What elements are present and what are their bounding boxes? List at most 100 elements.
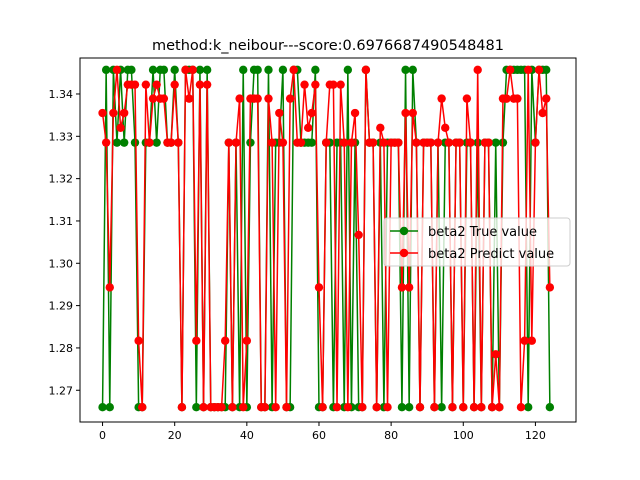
- predict-point: [98, 108, 107, 118]
- true-point: [545, 402, 555, 412]
- predict-point: [195, 80, 205, 89]
- series-predict: [98, 65, 555, 412]
- predict-point: [401, 108, 410, 118]
- predict-point: [329, 80, 338, 89]
- true-point: [119, 138, 129, 147]
- predict-point: [542, 94, 551, 103]
- predict-point: [282, 402, 291, 412]
- legend-predict-marker: [399, 248, 409, 258]
- predict-point: [505, 65, 515, 75]
- predict-point: [181, 65, 190, 75]
- predict-point: [361, 65, 371, 75]
- predict-point: [340, 138, 349, 147]
- predict-point: [404, 283, 414, 292]
- legend-box: [383, 217, 571, 267]
- chart-title: method:k_neibour---score:0.6976687490548…: [152, 38, 504, 54]
- x-axis: 0 20 40 60 80 100 120: [99, 422, 546, 442]
- legend-predict-label: beta2 Predict value: [428, 247, 554, 262]
- predict-point: [379, 138, 389, 147]
- predict-point: [116, 123, 125, 133]
- y-tick-label: 1.31: [49, 215, 74, 228]
- y-tick-label: 1.28: [49, 342, 74, 355]
- predict-point: [459, 402, 468, 412]
- true-point: [112, 138, 122, 147]
- true-point: [195, 65, 205, 75]
- y-axis: 1.27 1.28 1.29 1.30 1.31 1.32 1.33 1.34: [49, 88, 80, 397]
- true-point: [473, 138, 482, 147]
- y-tick-label: 1.34: [49, 88, 74, 101]
- true-point: [202, 65, 212, 75]
- predict-point: [285, 94, 295, 103]
- predict-point: [412, 138, 421, 147]
- true-point: [101, 65, 111, 75]
- true-point: [239, 65, 248, 75]
- true-point: [253, 65, 262, 75]
- predict-point: [487, 402, 497, 412]
- predict-point: [239, 402, 248, 412]
- predict-point: [513, 94, 522, 103]
- predict-point: [184, 94, 194, 103]
- true-point: [192, 402, 201, 412]
- y-tick-label: 1.32: [49, 173, 74, 186]
- true-point: [148, 65, 158, 75]
- true-point: [311, 65, 320, 75]
- predict-point: [430, 402, 439, 412]
- x-tick-label: 40: [240, 429, 254, 442]
- predict-point: [296, 138, 306, 147]
- predict-point: [130, 80, 140, 89]
- predict-point: [177, 402, 187, 412]
- y-tick-label: 1.30: [49, 257, 74, 270]
- predict-point: [332, 402, 342, 412]
- predict-point: [166, 138, 176, 147]
- x-tick-label: 100: [453, 429, 474, 442]
- predict-point: [300, 80, 309, 89]
- predict-point: [159, 94, 169, 103]
- x-tick-label: 0: [99, 429, 106, 442]
- predict-point: [491, 350, 500, 359]
- true-point: [307, 138, 316, 147]
- predict-point: [336, 80, 345, 89]
- plot-frame: [79, 57, 577, 423]
- predict-point: [415, 402, 425, 412]
- true-point: [159, 65, 169, 75]
- predict-point: [437, 94, 446, 103]
- predict-point: [220, 336, 230, 345]
- predict-point: [192, 336, 201, 345]
- true-point: [264, 65, 273, 75]
- predict-point: [289, 65, 298, 75]
- true-point: [397, 402, 407, 412]
- legend: beta2 True value beta2 Predict value: [383, 217, 571, 267]
- true-point: [408, 65, 417, 75]
- predict-point: [202, 80, 212, 89]
- x-tick-label: 60: [312, 429, 326, 442]
- predict-point: [484, 138, 493, 147]
- predict-point: [502, 94, 511, 103]
- predict-point: [441, 123, 450, 133]
- true-point: [404, 402, 414, 412]
- predict-point: [408, 108, 417, 118]
- true-point: [343, 65, 353, 75]
- predict-point: [455, 138, 464, 147]
- predict-point: [354, 230, 363, 240]
- plot-area: [98, 65, 555, 412]
- predict-point: [242, 336, 252, 345]
- x-tick-label: 80: [384, 429, 398, 442]
- true-point: [491, 138, 500, 147]
- predict-point: [105, 283, 114, 292]
- predict-point: [394, 138, 403, 147]
- true-point: [437, 402, 446, 412]
- predict-point: [145, 138, 154, 147]
- predict-point: [231, 138, 241, 147]
- predict-point: [343, 402, 353, 412]
- predict-point: [174, 138, 183, 147]
- predict-point: [228, 402, 237, 412]
- predict-point: [397, 283, 407, 292]
- predict-point: [278, 138, 288, 147]
- predict-point: [477, 402, 486, 412]
- predict-point: [383, 402, 392, 412]
- true-point: [127, 65, 136, 75]
- true-point: [152, 138, 161, 147]
- predict-point: [524, 65, 533, 75]
- true-point: [524, 402, 533, 412]
